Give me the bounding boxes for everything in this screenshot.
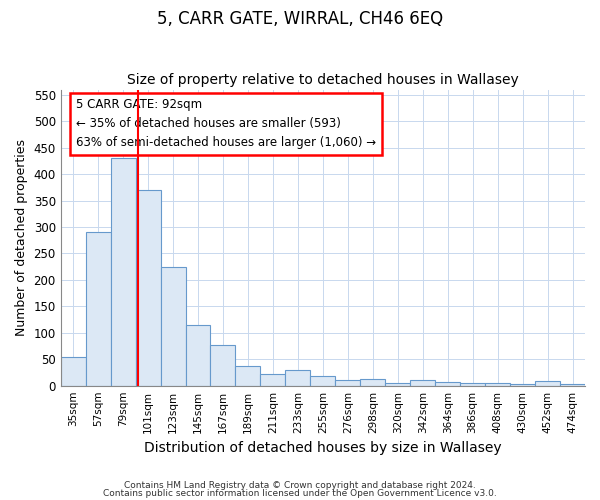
Bar xyxy=(410,380,435,386)
X-axis label: Distribution of detached houses by size in Wallasey: Distribution of detached houses by size … xyxy=(144,441,502,455)
Bar xyxy=(136,190,161,386)
Bar xyxy=(510,384,535,386)
Bar xyxy=(260,374,286,386)
Text: Contains public sector information licensed under the Open Government Licence v3: Contains public sector information licen… xyxy=(103,489,497,498)
Bar xyxy=(360,380,385,386)
Bar xyxy=(286,370,310,386)
Bar xyxy=(211,345,235,386)
Text: Contains HM Land Registry data © Crown copyright and database right 2024.: Contains HM Land Registry data © Crown c… xyxy=(124,480,476,490)
Bar xyxy=(535,382,560,386)
Bar xyxy=(435,382,460,386)
Bar xyxy=(185,325,211,386)
Bar xyxy=(110,158,136,386)
Bar xyxy=(310,376,335,386)
Bar xyxy=(460,383,485,386)
Text: 5, CARR GATE, WIRRAL, CH46 6EQ: 5, CARR GATE, WIRRAL, CH46 6EQ xyxy=(157,10,443,28)
Bar xyxy=(86,232,110,386)
Bar xyxy=(485,383,510,386)
Bar xyxy=(61,356,86,386)
Bar xyxy=(385,383,410,386)
Y-axis label: Number of detached properties: Number of detached properties xyxy=(15,139,28,336)
Text: 5 CARR GATE: 92sqm
← 35% of detached houses are smaller (593)
63% of semi-detach: 5 CARR GATE: 92sqm ← 35% of detached hou… xyxy=(76,98,377,150)
Bar xyxy=(235,366,260,386)
Bar xyxy=(560,384,585,386)
Bar xyxy=(161,266,185,386)
Bar xyxy=(335,380,360,386)
Title: Size of property relative to detached houses in Wallasey: Size of property relative to detached ho… xyxy=(127,73,519,87)
